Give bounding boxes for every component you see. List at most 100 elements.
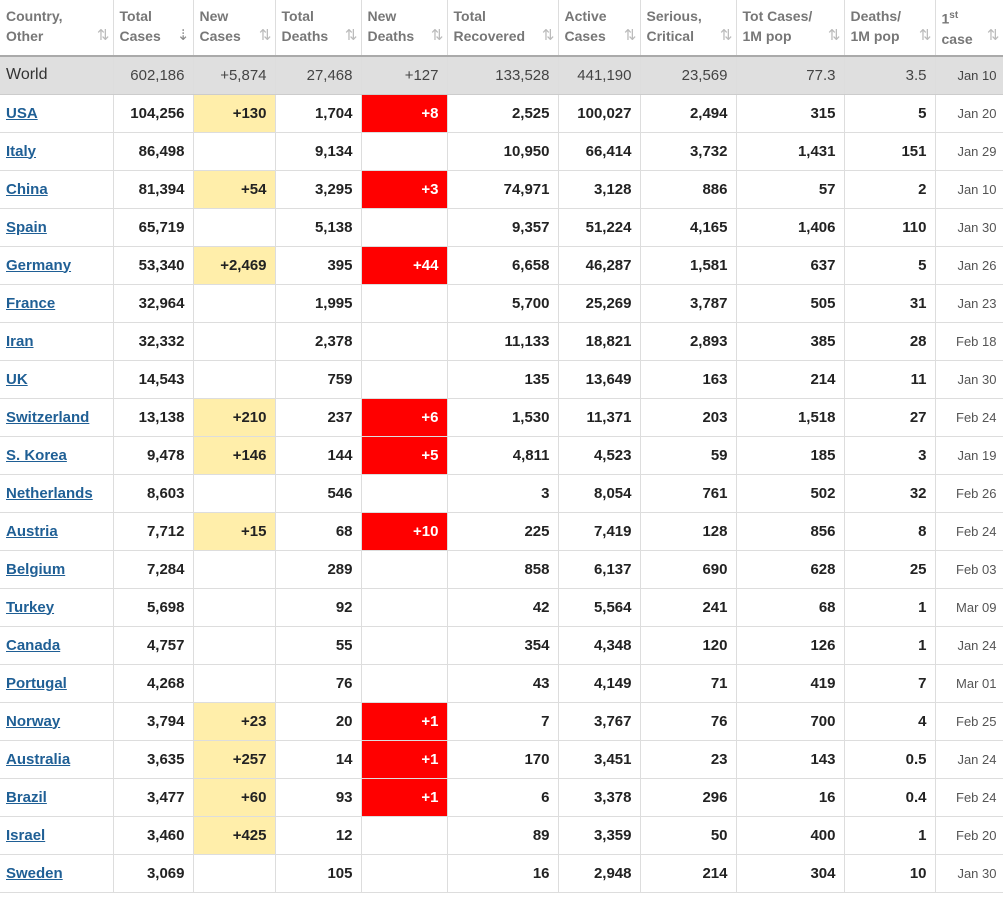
cell-country: Italy	[0, 132, 114, 171]
cell-total-recovered: 74,971	[447, 170, 559, 209]
cell-deaths-per-1m: 4	[844, 702, 936, 741]
country-link[interactable]: Turkey	[6, 598, 55, 616]
cell-new-cases: +257	[193, 740, 276, 779]
cell-total-recovered: 16	[447, 854, 559, 893]
cell-first-case: Feb 24	[935, 398, 1003, 437]
column-header-total-cases[interactable]: Total Cases ⇣	[113, 0, 194, 57]
table-row: France 32,964 1,995 5,700 25,269 3,787 505 31 Ja…	[0, 284, 1003, 323]
column-header-total-deaths[interactable]: Total Deaths ⇅	[275, 0, 362, 57]
cell-first-case: Jan 29	[935, 132, 1003, 171]
sort-icon[interactable]: ⇅	[918, 27, 931, 44]
cell-first-case: Jan 10	[935, 56, 1003, 95]
column-header-new-cases[interactable]: New Cases ⇅	[193, 0, 276, 57]
column-header-serious-critical[interactable]: Serious, Critical ⇅	[640, 0, 737, 57]
cell-country: World	[0, 56, 114, 95]
cell-new-cases: +15	[193, 512, 276, 551]
country-link[interactable]: Canada	[6, 636, 61, 654]
cell-total-deaths: 289	[275, 550, 362, 589]
country-link[interactable]: Austria	[6, 522, 58, 540]
table-row: Israel 3,460 +425 12 89 3,359 50 400 1 Feb 20	[0, 816, 1003, 855]
cell-cases-per-1m: 304	[736, 854, 845, 893]
cell-cases-per-1m: 505	[736, 284, 845, 323]
sort-icon[interactable]: ⇅	[258, 27, 271, 44]
country-link[interactable]: Norway	[6, 712, 61, 730]
table-header: Country, Other ⇅ Total Cases ⇣ New Cases ⇅ Tot…	[0, 0, 1003, 57]
cell-total-recovered: 43	[447, 664, 559, 703]
country-link[interactable]: S. Korea	[6, 446, 67, 464]
country-link[interactable]: Australia	[6, 750, 71, 768]
cell-country: Brazil	[0, 778, 114, 817]
column-header-active-cases[interactable]: Active Cases ⇅	[558, 0, 641, 57]
cell-active-cases: 66,414	[558, 132, 641, 171]
country-link[interactable]: France	[6, 294, 56, 312]
column-header-first-case[interactable]: 1st case ⇅	[935, 0, 1003, 57]
sort-icon[interactable]: ⇅	[719, 27, 732, 44]
cell-total-recovered: 11,133	[447, 322, 559, 361]
cell-first-case: Jan 30	[935, 854, 1003, 893]
table-row: Portugal 4,268 76 43 4,149 71 419 7 Mar 01	[0, 664, 1003, 703]
cell-serious-critical: 71	[640, 664, 737, 703]
cell-cases-per-1m: 214	[736, 360, 845, 399]
cell-serious-critical: 3,732	[640, 132, 737, 171]
cell-total-deaths: 27,468	[275, 56, 362, 95]
cell-first-case: Feb 03	[935, 550, 1003, 589]
column-header-deaths-per-1m[interactable]: Deaths/ 1M pop ⇅	[844, 0, 936, 57]
cell-first-case: Feb 24	[935, 512, 1003, 551]
country-link[interactable]: UK	[6, 370, 28, 388]
column-header-label: Active Cases	[564, 8, 607, 44]
column-header-cases-per-1m[interactable]: Tot Cases/ 1M pop ⇅	[736, 0, 845, 57]
country-link[interactable]: Brazil	[6, 788, 47, 806]
table-row: Italy 86,498 9,134 10,950 66,414 3,732 1,431 15…	[0, 132, 1003, 171]
country-link[interactable]: Sweden	[6, 864, 63, 882]
country-link[interactable]: Germany	[6, 256, 72, 274]
column-header-country[interactable]: Country, Other ⇅	[0, 0, 114, 57]
country-link[interactable]: Switzerland	[6, 408, 90, 426]
cell-new-deaths	[361, 132, 448, 171]
table-row: Iran 32,332 2,378 11,133 18,821 2,893 385 28 Feb…	[0, 322, 1003, 361]
cell-active-cases: 8,054	[558, 474, 641, 513]
cell-new-cases: +130	[193, 94, 276, 133]
sort-icon[interactable]: ⇅	[827, 27, 840, 44]
sort-icon[interactable]: ⇅	[623, 27, 636, 44]
sort-icon[interactable]: ⇅	[344, 27, 357, 44]
sort-icon[interactable]: ⇅	[541, 27, 554, 44]
cell-new-cases	[193, 664, 276, 703]
country-link[interactable]: USA	[6, 104, 38, 122]
cell-first-case: Feb 18	[935, 322, 1003, 361]
cell-total-deaths: 12	[275, 816, 362, 855]
column-header-label: 1st case	[941, 10, 973, 47]
cell-total-deaths: 55	[275, 626, 362, 665]
sort-icon[interactable]: ⇅	[430, 27, 443, 44]
country-link[interactable]: Italy	[6, 142, 37, 160]
cell-deaths-per-1m: 1	[844, 816, 936, 855]
cell-total-deaths: 546	[275, 474, 362, 513]
cell-cases-per-1m: 315	[736, 94, 845, 133]
country-link[interactable]: Netherlands	[6, 484, 93, 502]
country-link[interactable]: Belgium	[6, 560, 66, 578]
cell-new-cases: +2,469	[193, 246, 276, 285]
cell-active-cases: 13,649	[558, 360, 641, 399]
country-link[interactable]: Iran	[6, 332, 34, 350]
cell-active-cases: 4,523	[558, 436, 641, 475]
sort-icon[interactable]: ⇅	[96, 27, 109, 44]
column-header-total-recovered[interactable]: Total Recovered ⇅	[447, 0, 559, 57]
sort-icon[interactable]: ⇅	[986, 27, 999, 44]
cell-active-cases: 5,564	[558, 588, 641, 627]
cell-cases-per-1m: 68	[736, 588, 845, 627]
cell-total-deaths: 1,704	[275, 94, 362, 133]
cell-cases-per-1m: 1,406	[736, 208, 845, 247]
sort-descending-icon[interactable]: ⇣	[176, 27, 189, 44]
cell-active-cases: 46,287	[558, 246, 641, 285]
cell-total-deaths: 1,995	[275, 284, 362, 323]
country-link[interactable]: Spain	[6, 218, 47, 236]
cell-total-cases: 13,138	[113, 398, 194, 437]
country-link[interactable]: China	[6, 180, 48, 198]
cell-deaths-per-1m: 3.5	[844, 56, 936, 95]
cell-new-deaths	[361, 208, 448, 247]
country-link[interactable]: Israel	[6, 826, 46, 844]
cell-country: Portugal	[0, 664, 114, 703]
country-link[interactable]: Portugal	[6, 674, 67, 692]
cell-total-recovered: 89	[447, 816, 559, 855]
column-header-new-deaths[interactable]: New Deaths ⇅	[361, 0, 448, 57]
